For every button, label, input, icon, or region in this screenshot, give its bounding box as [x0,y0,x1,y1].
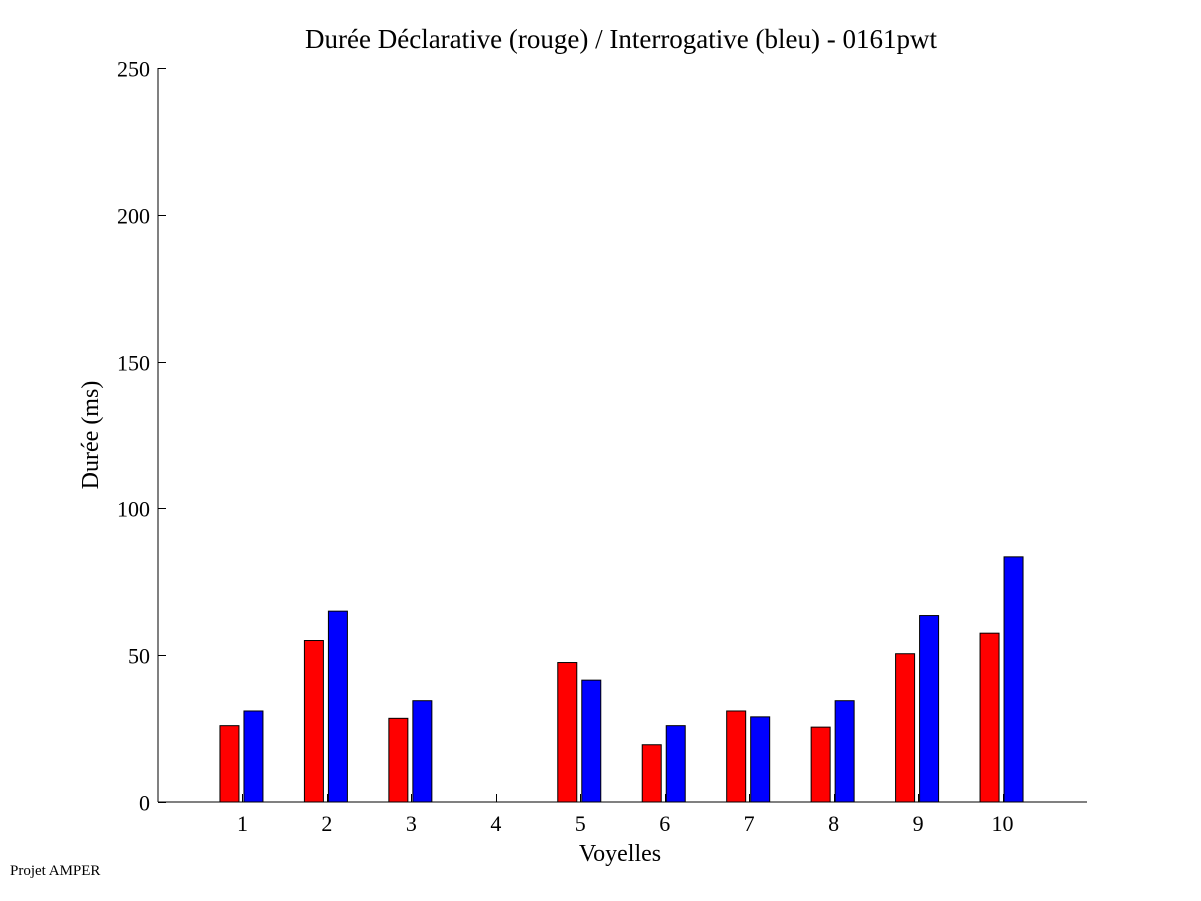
x-axis-label: Voyelles [579,841,661,867]
x-tick-label: 5 [575,811,586,836]
bar-interrogative [750,716,771,803]
x-tick-label: 2 [321,811,332,836]
y-tick-label: 50 [128,644,150,669]
bar-interrogative [919,615,940,803]
y-tick-label: 200 [117,204,150,229]
bar-interrogative [1003,556,1024,803]
bar-interrogative [412,700,433,803]
x-tick-label: 10 [992,811,1014,836]
x-tick-label: 1 [237,811,248,836]
bar-interrogative [834,700,855,803]
bar-declarative [557,662,578,803]
bar-declarative [219,725,240,803]
bar-declarative [641,744,662,803]
x-tick-label: 9 [913,811,924,836]
footer-credit: Projet AMPER [10,863,101,879]
bar-interrogative [327,610,348,803]
bar-declarative [303,640,324,803]
bar-declarative [726,710,747,803]
plot-area: 0 50 100 150 200 250 1 2 3 4 5 6 7 8 9 10 [117,57,1087,836]
chart-title: Durée Déclarative (rouge) / Interrogativ… [305,24,937,54]
x-tick-label: 3 [406,811,417,836]
bar-declarative [895,653,916,803]
bar-declarative [810,726,831,803]
x-tick-label: 8 [828,811,839,836]
bar-declarative [388,717,409,803]
bar-declarative [979,632,1000,803]
y-tick-label: 150 [117,351,150,376]
y-tick-label: 250 [117,57,150,82]
y-axis-label: Durée (ms) [78,381,104,490]
bar-interrogative [665,725,686,803]
x-tick-label: 4 [490,811,501,836]
x-tick-label: 6 [659,811,670,836]
x-tick-label: 7 [744,811,755,836]
y-tick-label: 0 [139,791,150,816]
bar-interrogative [243,710,264,803]
bar-interrogative [581,679,602,803]
y-tick-label: 100 [117,497,150,522]
